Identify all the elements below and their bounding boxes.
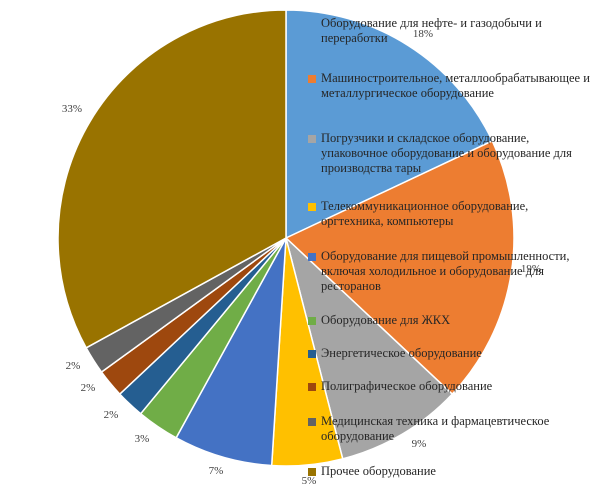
legend-label-6: Энергетическое оборудование xyxy=(321,346,482,360)
legend-swatch-8 xyxy=(308,418,316,426)
legend-swatch-1 xyxy=(308,75,316,83)
pie-value-label-7: 2% xyxy=(81,382,96,394)
pie-slices xyxy=(57,9,515,467)
pie-slice-0 xyxy=(285,9,494,240)
legend-swatch-0 xyxy=(308,20,316,28)
legend-label-5: Оборудование для ЖКХ xyxy=(321,313,451,327)
legend-label-2: Погрузчики и складское оборудование, упа… xyxy=(321,131,572,175)
legend-swatch-5 xyxy=(308,317,316,325)
legend-swatch-4 xyxy=(308,253,316,261)
pie-value-label-8: 2% xyxy=(66,360,81,372)
pie-value-labels: 18%19%9%5%7%3%2%2%2%33% xyxy=(62,28,541,487)
legend-item-6: Энергетическое оборудование xyxy=(308,346,482,361)
pie-slice-1 xyxy=(284,139,515,396)
pie-value-label-6: 2% xyxy=(104,409,119,421)
legend-item-7: Полиграфическое оборудование xyxy=(308,379,492,394)
legend-swatch-9 xyxy=(308,468,316,476)
legend-swatch-7 xyxy=(308,383,316,391)
pie-value-label-5: 3% xyxy=(135,433,150,445)
pie-value-label-2: 9% xyxy=(412,438,427,450)
pie-value-label-4: 7% xyxy=(209,465,224,477)
pie-value-label-3: 5% xyxy=(302,475,317,487)
legend-label-9: Прочее оборудование xyxy=(321,464,436,478)
pie-value-label-9: 33% xyxy=(62,103,82,115)
legend-item-0: Оборудование для нефте- и газодобычи и п… xyxy=(308,16,593,46)
pie-value-label-0: 18% xyxy=(413,28,433,40)
pie-value-label-1: 19% xyxy=(521,263,541,275)
legend-item-1: Машиностроительное, металлообрабатывающе… xyxy=(308,71,593,101)
legend-label-1: Машиностроительное, металлообрабатывающе… xyxy=(321,71,590,100)
pie-slice-2 xyxy=(284,235,454,460)
legend-item-9: Прочее оборудование xyxy=(308,464,436,479)
legend-item-2: Погрузчики и складское оборудование, упа… xyxy=(308,131,593,176)
pie-slice-9 xyxy=(57,9,287,349)
legend-label-4: Оборудование для пищевой промышленности,… xyxy=(321,249,570,293)
legend-item-5: Оборудование для ЖКХ xyxy=(308,313,450,328)
legend-item-8: Медицинская техника и фармацевтическое о… xyxy=(308,414,593,444)
legend-item-4: Оборудование для пищевой промышленности,… xyxy=(308,249,593,294)
legend-item-3: Телекоммуникационное оборудование, оргте… xyxy=(308,199,593,229)
legend-label-3: Телекоммуникационное оборудование, оргте… xyxy=(321,199,529,228)
legend-label-7: Полиграфическое оборудование xyxy=(321,379,493,393)
legend-swatch-6 xyxy=(308,350,316,358)
legend-label-0: Оборудование для нефте- и газодобычи и п… xyxy=(321,16,542,45)
legend-swatch-2 xyxy=(308,135,316,143)
legend-label-8: Медицинская техника и фармацевтическое о… xyxy=(321,414,550,443)
legend-swatch-3 xyxy=(308,203,316,211)
